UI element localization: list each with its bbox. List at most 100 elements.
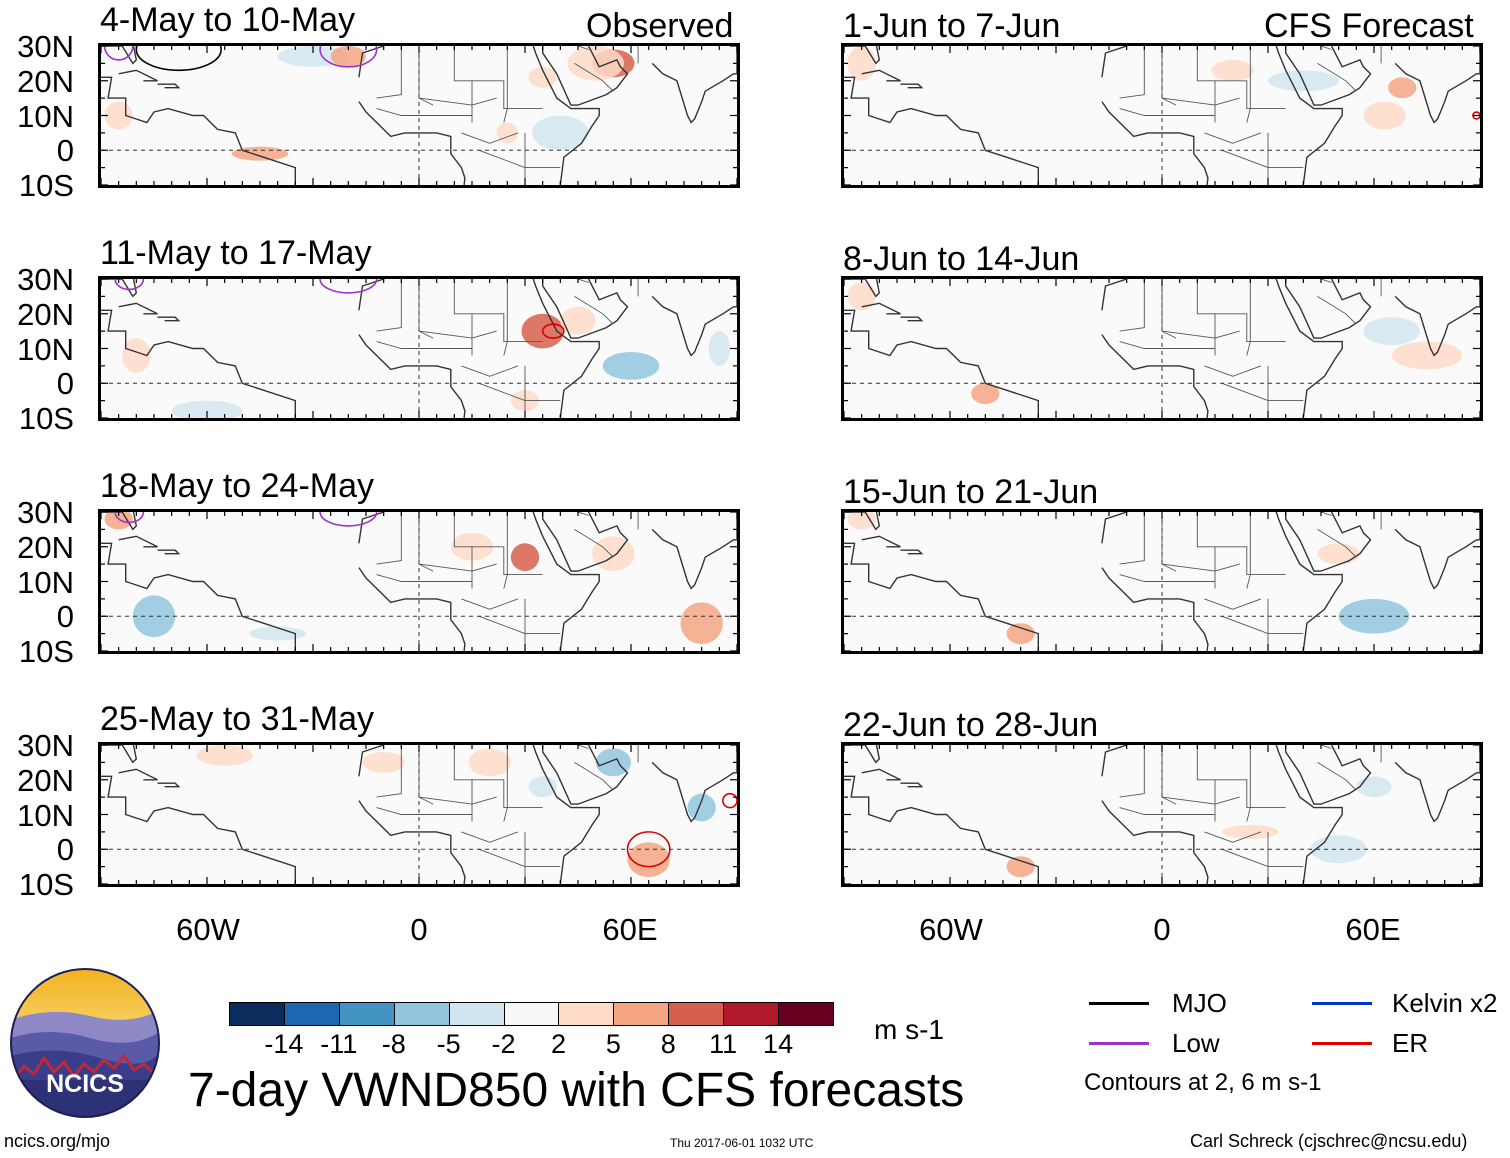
lat-label: 10N xyxy=(17,564,74,600)
anomaly-region xyxy=(277,46,349,67)
country-border xyxy=(1221,382,1304,402)
lat-label: 30N xyxy=(17,29,74,64)
colorbar-swatch xyxy=(229,1002,285,1026)
legend-line-mjo xyxy=(1089,1002,1149,1005)
country-border xyxy=(461,598,519,610)
coastline xyxy=(358,512,600,651)
coastline xyxy=(861,768,901,781)
anomaly-region xyxy=(602,351,660,380)
country-border xyxy=(1221,615,1304,635)
anomaly-region xyxy=(1391,341,1463,370)
coastline xyxy=(358,745,600,884)
legend-line-er xyxy=(1312,1042,1372,1045)
coastline xyxy=(844,512,881,531)
footer-timestamp: Thu 2017-06-01 1032 UTC xyxy=(670,1136,814,1150)
country-border xyxy=(1215,779,1286,809)
colorbar-swatch xyxy=(613,1002,670,1026)
map-panel-observed-2 xyxy=(98,276,740,421)
footer-author: Carl Schreck (cjschrec@ncsu.edu) xyxy=(1190,1131,1468,1151)
map-panel-observed-3 xyxy=(98,509,740,654)
country-border xyxy=(376,341,472,349)
coastline xyxy=(900,316,924,322)
anomaly-region xyxy=(627,842,670,878)
colorbar-swatch xyxy=(393,1002,450,1026)
coastline xyxy=(358,279,600,418)
panel-title: 1-Jun to 7-Jun xyxy=(843,7,1061,45)
anomaly-region xyxy=(847,282,876,311)
country-border xyxy=(1119,341,1215,349)
anomaly-region xyxy=(104,512,133,530)
anomaly-region xyxy=(1356,776,1392,798)
country-border xyxy=(1196,279,1216,356)
coastline xyxy=(900,549,924,555)
coastline xyxy=(118,535,158,548)
lon-label: 60W xyxy=(919,912,983,947)
coastline xyxy=(101,775,297,884)
country-border xyxy=(1319,46,1332,50)
country-border xyxy=(1119,574,1215,582)
coastline xyxy=(651,279,737,357)
coastline xyxy=(861,302,901,315)
lat-label: 0 xyxy=(56,133,74,169)
country-border xyxy=(472,313,543,343)
anomaly-region xyxy=(560,306,596,335)
coastline xyxy=(101,46,138,65)
country-border xyxy=(478,149,561,169)
colorbar-label: 8 xyxy=(660,1029,676,1059)
coastline xyxy=(1285,46,1372,106)
coastline xyxy=(651,46,737,124)
legend-line-low xyxy=(1089,1042,1149,1045)
country-border xyxy=(576,279,589,283)
country-border xyxy=(478,382,561,402)
colorbar-label: -5 xyxy=(436,1029,461,1059)
anomaly-region xyxy=(1006,856,1035,878)
country-border xyxy=(418,796,497,805)
country-border xyxy=(461,132,519,144)
country-border xyxy=(418,97,497,106)
country-border xyxy=(478,848,561,868)
legend-label: MJO xyxy=(1172,988,1227,1018)
logo-text: NCICS xyxy=(46,1070,124,1098)
country-border xyxy=(453,745,473,822)
colorbar xyxy=(229,1002,834,1026)
anomaly-region xyxy=(532,115,589,151)
lat-label: 20N xyxy=(17,296,74,332)
coastline xyxy=(1285,745,1372,805)
country-border xyxy=(1161,330,1240,339)
coastline xyxy=(844,745,881,764)
anomaly-region xyxy=(1317,543,1360,565)
country-border xyxy=(1221,848,1304,868)
country-border xyxy=(418,745,434,805)
legend-label: Low xyxy=(1172,1028,1220,1058)
coastline xyxy=(157,782,181,788)
contour-line xyxy=(135,46,222,72)
country-border xyxy=(1215,546,1286,576)
country-border xyxy=(574,529,614,558)
colorbar-label: -14 xyxy=(264,1029,304,1059)
country-border xyxy=(1221,149,1304,169)
country-border xyxy=(1215,313,1286,343)
colorbar-swatch xyxy=(558,1002,615,1026)
contour-line xyxy=(114,279,145,291)
country-border xyxy=(576,512,589,516)
country-border xyxy=(1119,108,1215,116)
colorbar-swatch xyxy=(503,1002,560,1026)
lat-label: 30N xyxy=(17,495,74,530)
coastline xyxy=(1394,46,1480,124)
coastline xyxy=(118,302,158,315)
country-border xyxy=(1196,745,1216,822)
country-border xyxy=(1161,745,1177,805)
coastline xyxy=(844,309,1040,418)
colorbar-label: 14 xyxy=(763,1029,794,1059)
country-border xyxy=(461,365,519,377)
country-border xyxy=(453,46,473,123)
observed-label: Observed xyxy=(586,7,734,45)
coastline xyxy=(118,69,158,82)
lon-label: 60E xyxy=(1345,912,1401,947)
country-border xyxy=(1161,796,1240,805)
country-border xyxy=(1215,80,1286,110)
lat-label: 20N xyxy=(17,762,74,798)
country-border xyxy=(1196,512,1216,589)
country-border xyxy=(1161,46,1177,106)
country-border xyxy=(1119,807,1215,815)
